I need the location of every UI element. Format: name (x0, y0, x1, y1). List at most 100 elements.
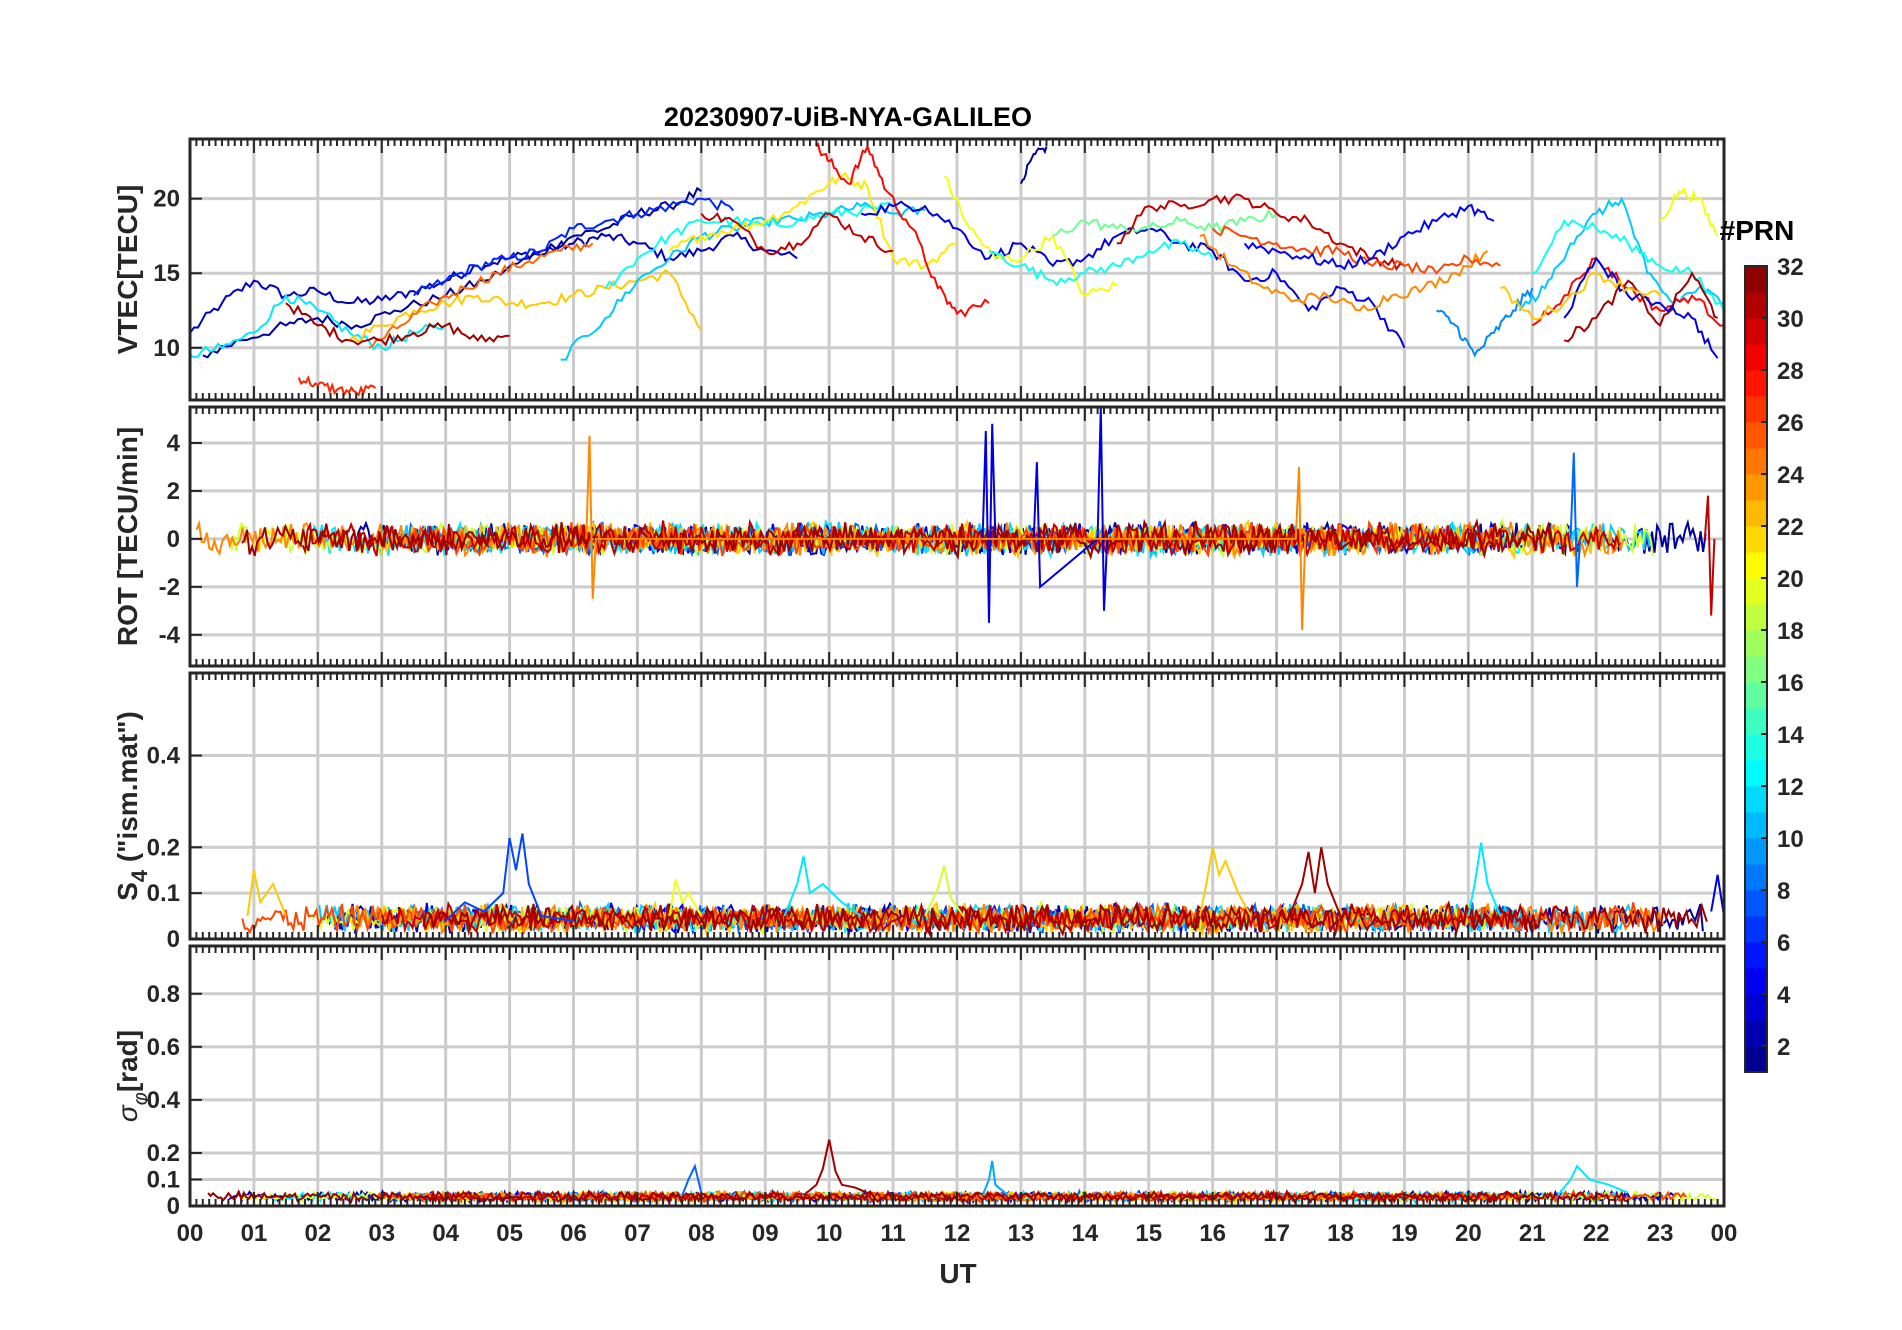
x-tick-label: 19 (1391, 1220, 1418, 1247)
colorbar-segment (1745, 786, 1767, 813)
series-line-prn-4 (1710, 874, 1724, 917)
series-line-prn-8 (681, 1163, 703, 1196)
series-line-prn-31 (241, 518, 1555, 561)
colorbar-segment (1745, 292, 1767, 319)
series-line-prn-31 (802, 1139, 875, 1197)
colorbar-segment (1745, 370, 1767, 397)
series-line-prn-25 (368, 242, 594, 349)
colorbar-segment (1745, 552, 1767, 579)
colorbar-tick-label: 10 (1777, 826, 1804, 853)
panel-s4: 0 0.1 0.2 0.4S4 ("ism.mat") (112, 671, 1726, 953)
series-line-prn-20 (668, 879, 703, 917)
colorbar-segment (1745, 344, 1767, 371)
colorbar-segment (1745, 864, 1767, 891)
colorbar-segment (1745, 500, 1767, 527)
series-line-prn-22 (246, 870, 287, 917)
x-tick-label: 01 (241, 1220, 268, 1247)
colorbar-frame (1744, 265, 1768, 1073)
colorbar-tick-label: 22 (1777, 514, 1804, 541)
y-tick-label: 0.1 (147, 1166, 180, 1193)
colorbar-segment (1745, 916, 1767, 943)
colorbar-tick-label: 16 (1777, 670, 1804, 697)
x-tick-label: 14 (1071, 1220, 1098, 1247)
series-line-prn-31 (285, 302, 510, 347)
colorbar-title: #PRN (1720, 215, 1795, 246)
panel-rot: -4 -2 0 2 4 ROT [TECU/min] (112, 405, 1726, 668)
series-line-prn-2 (1019, 146, 1048, 185)
series-line-prn-3 (190, 231, 798, 334)
x-tick-label: 20 (1455, 1220, 1482, 1247)
x-tick-label: 00 (1711, 1220, 1738, 1247)
y-tick-label: 0.2 (147, 1140, 180, 1167)
series-line-prn-21 (668, 171, 958, 271)
colorbar-segment (1745, 448, 1767, 475)
colorbar-segment (1745, 968, 1767, 995)
colorbar-tick-label: 12 (1777, 774, 1804, 801)
x-tick-label: 04 (432, 1220, 459, 1247)
colorbar-segment (1745, 760, 1767, 787)
y-tick-label: 0.6 (147, 1034, 180, 1061)
colorbar-tick-label: 30 (1777, 306, 1804, 333)
colorbar-tick-label: 20 (1777, 566, 1804, 593)
x-tick-label: 05 (496, 1220, 523, 1247)
series-line-prn-24 (1199, 233, 1489, 312)
series-line-prn-12 (1467, 842, 1502, 917)
x-tick-label: 00 (177, 1220, 204, 1247)
series-line-prn-11 (560, 201, 926, 361)
y-tick-label: 0.4 (147, 743, 181, 770)
panel-sigma-phi: 00.10.2 0.4 0.6 0.8 σφ[rad] 00 01 02 03 04 05 06 07 0… (112, 944, 1738, 1247)
x-tick-label: 11 (880, 1220, 905, 1247)
y-tick-label: 10 (153, 335, 180, 362)
series-line-prn-5 (1243, 203, 1495, 271)
x-tick-label: 06 (560, 1220, 587, 1247)
y-tick-label: 0 (167, 526, 180, 553)
colorbar-tick-label: 28 (1777, 358, 1804, 385)
series-line-prn-31 (422, 900, 1708, 938)
series-line-prn-24 (585, 435, 1307, 631)
series-group (190, 141, 1724, 397)
series-line-prn-30 (1703, 495, 1716, 616)
colorbar-segment (1745, 422, 1767, 449)
colorbar-segment (1745, 812, 1767, 839)
series-line-prn-30 (700, 211, 894, 256)
colorbar-segment (1745, 734, 1767, 761)
colorbar-segment (1745, 890, 1767, 917)
x-tick-label: 23 (1647, 1220, 1674, 1247)
colorbar-segment (1745, 396, 1767, 423)
x-tick-label: 17 (1263, 1220, 1290, 1247)
series-group (195, 407, 1716, 631)
series-line-prn-22 (1198, 847, 1252, 917)
x-tick-label: 10 (816, 1220, 843, 1247)
series-line-prn-13 (604, 201, 894, 289)
y-tick-label: 4 (167, 430, 181, 457)
y-tick-label: 0 (167, 926, 180, 953)
y-tick-label: -2 (159, 574, 180, 601)
series-line-prn-9 (1436, 287, 1534, 358)
colorbar-segment (1745, 682, 1767, 709)
colorbar-tick-label: 14 (1777, 722, 1804, 749)
x-tick-label: 15 (1135, 1220, 1162, 1247)
series-line-prn-4 (981, 407, 1109, 623)
x-tick-label: 07 (624, 1220, 651, 1247)
colorbar-tick-label: 4 (1777, 982, 1791, 1009)
series-line-prn-6 (412, 197, 735, 297)
series-line-prn-31 (1563, 270, 1719, 343)
x-tick-label: 16 (1199, 1220, 1226, 1247)
series-line-prn-27 (297, 375, 377, 397)
colorbar-tick-label: 32 (1777, 254, 1804, 281)
colorbar-tick-label: 6 (1777, 930, 1790, 957)
series-line-prn-30 (1116, 193, 1405, 272)
panel-vtec: 10 15 20 VTEC[TECU] (112, 137, 1726, 402)
colorbar-segment (1745, 474, 1767, 501)
colorbar-tick-label: 2 (1777, 1034, 1790, 1061)
series-line-prn-20 (943, 175, 1118, 297)
series-line-prn-12 (783, 856, 862, 917)
colorbar-segment (1745, 604, 1767, 631)
series-line-prn-22 (1500, 272, 1661, 321)
series-line-prn-8 (1569, 452, 1582, 587)
series-line-prn-12 (1557, 1164, 1629, 1197)
colorbar-tick-label: 24 (1777, 462, 1804, 489)
y-tick-label: 20 (153, 186, 180, 213)
colorbar-segment (1745, 630, 1767, 657)
y-tick-label: 0 (167, 1193, 180, 1220)
